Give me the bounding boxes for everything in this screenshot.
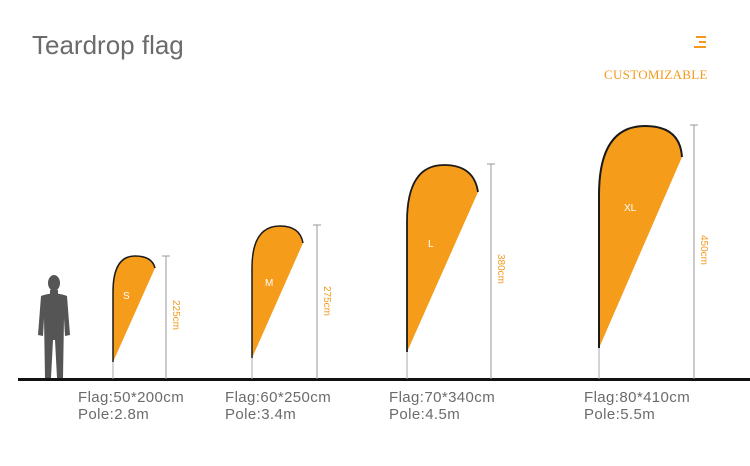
hamburger-menu-icon[interactable] — [694, 36, 706, 48]
spec-m: Flag:60*250cm Pole:3.4m — [225, 389, 331, 423]
height-label-s: 225cm — [170, 300, 181, 331]
size-label-s: S — [123, 291, 130, 302]
ground-line — [18, 378, 750, 381]
flag-dimension: Flag:60*250cm — [225, 389, 332, 406]
flag-dimension: Flag:70*340cm — [389, 389, 496, 406]
spec-xl: Flag:80*410cm Pole:5.5m — [584, 389, 690, 423]
pole-length: Pole:5.5m — [584, 406, 656, 423]
height-label-m: 275cm — [321, 286, 332, 317]
spec-l: Flag:70*340cm Pole:4.5m — [389, 389, 495, 423]
height-label-l: 380cm — [495, 254, 506, 285]
spec-s: Flag:50*200cm Pole:2.8m — [78, 389, 184, 423]
page-title: Teardrop flag — [32, 30, 184, 60]
flag-l — [406, 163, 495, 379]
size-label-l: L — [428, 239, 434, 250]
human-silhouette-icon — [38, 275, 70, 378]
flag-s — [112, 255, 170, 379]
flag-xl — [598, 124, 698, 379]
size-label-m: M — [265, 278, 274, 289]
pole-length: Pole:3.4m — [225, 406, 297, 423]
height-label-xl: 450cm — [698, 235, 709, 266]
pole-length: Pole:4.5m — [389, 406, 461, 423]
flag-dimension: Flag:80*410cm — [584, 389, 691, 406]
pole-length: Pole:2.8m — [78, 406, 150, 423]
flag-dimension: Flag:50*200cm — [78, 389, 185, 406]
customizable-tagline: CUSTOMIZABLE — [604, 67, 708, 82]
size-label-xl: XL — [624, 203, 637, 214]
flag-m — [251, 224, 321, 379]
